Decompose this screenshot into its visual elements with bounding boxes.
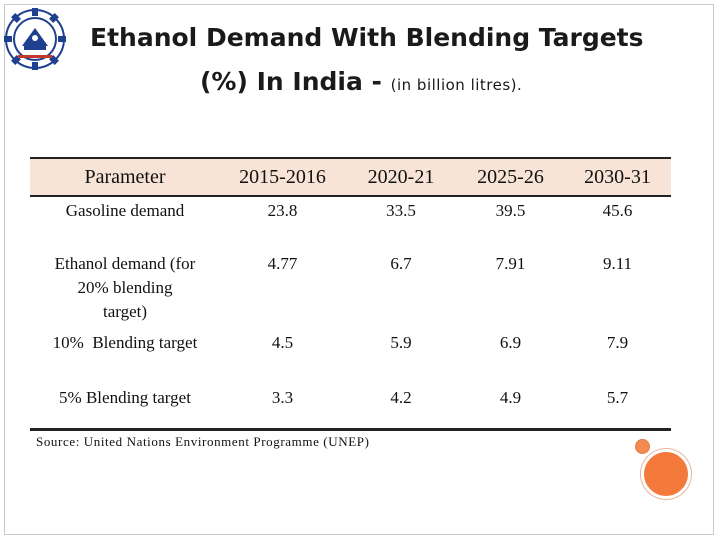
table-row: 10% Blending target 4.5 5.9 6.9 7.9: [30, 326, 671, 378]
table-cell: 7.9: [606, 333, 629, 352]
title-line-2-main: (%) In India -: [200, 67, 391, 96]
table-cell: 23.8: [267, 201, 298, 220]
table-cell: 6.7: [390, 254, 412, 273]
table-cell: 5.7: [606, 388, 629, 407]
source-note: Source: United Nations Environment Progr…: [30, 428, 671, 470]
row-label-line-3: target): [102, 302, 148, 321]
table-bottom-rule: [30, 429, 671, 431]
header-parameter: Parameter: [84, 165, 166, 188]
row-label: 10% Blending target: [52, 333, 198, 352]
institute-logo: [4, 8, 66, 70]
table-cell: 7.91: [495, 254, 526, 273]
title-unit: (in billion litres).: [390, 76, 523, 94]
table-header-row: Parameter 2015-2016 2020-21 2025-26 2030…: [30, 157, 671, 197]
slide-title: Ethanol Demand With Blending Targets (%)…: [90, 16, 690, 107]
header-2030-31: 2030-31: [584, 165, 651, 188]
slide-frame: [4, 4, 714, 535]
table-cell: 4.2: [390, 388, 412, 407]
header-2015-2016: 2015-2016: [239, 165, 326, 188]
table-cell: 9.11: [602, 254, 633, 273]
table-cell: 3.3: [271, 388, 294, 407]
decorative-large-circle: [641, 449, 691, 499]
table-row: Ethanol demand (for 20% blending target)…: [30, 246, 671, 326]
table-cell: 5.9: [390, 333, 412, 352]
ethanol-demand-table: Parameter 2015-2016 2020-21 2025-26 2030…: [30, 157, 671, 470]
table-row: 5% Blending target 3.3 4.2 4.9 5.7: [30, 378, 671, 428]
row-label: 5% Blending target: [59, 388, 191, 407]
header-2020-21: 2020-21: [367, 165, 435, 188]
row-label: Gasoline demand: [65, 201, 185, 220]
table-cell: 4.77: [267, 254, 298, 273]
table-cell: 4.5: [271, 333, 294, 352]
table-cell: 45.6: [602, 201, 633, 220]
title-line-2: (%) In India - (in billion litres).: [90, 60, 690, 107]
header-2025-26: 2025-26: [477, 165, 544, 188]
decorative-small-circle: [635, 439, 650, 454]
table-cell: 39.5: [495, 201, 526, 220]
row-label-line-2: 20% blending: [77, 278, 173, 297]
table-cell: 6.9: [499, 333, 522, 352]
table-row: Gasoline demand 23.8 33.5 39.5 45.6: [30, 197, 671, 246]
row-label-line-1: Ethanol demand (for: [54, 254, 196, 273]
table-cell: 4.9: [499, 388, 522, 407]
title-line-1: Ethanol Demand With Blending Targets: [90, 23, 644, 52]
row-label: Ethanol demand (for 20% blending target): [30, 252, 220, 326]
table-cell: 33.5: [386, 201, 416, 220]
